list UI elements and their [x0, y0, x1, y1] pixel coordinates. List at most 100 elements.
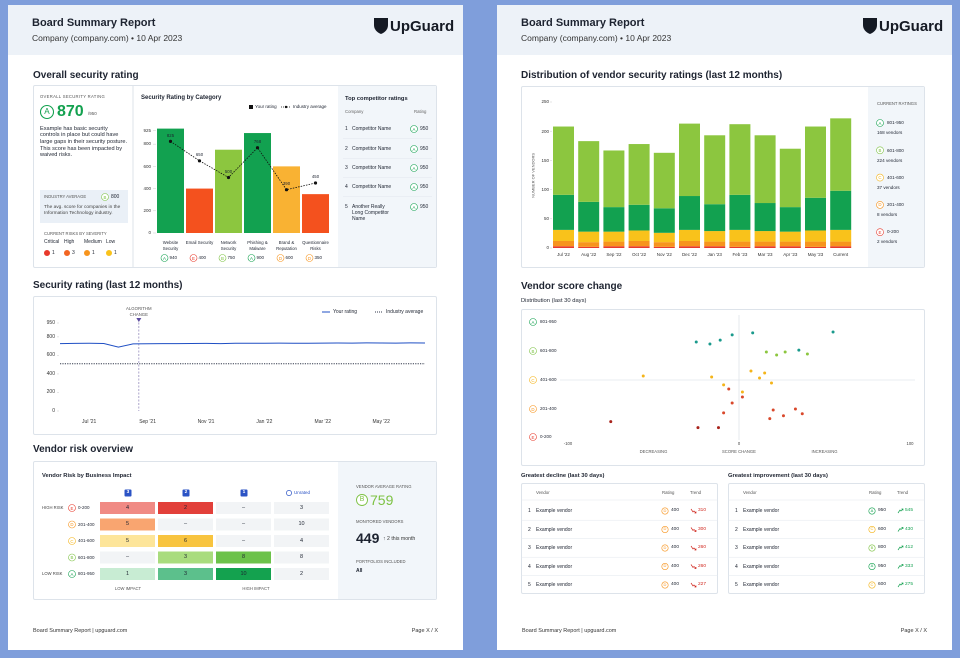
competitor-name: Competitor Name: [352, 184, 392, 190]
severity-name: Low: [106, 239, 116, 245]
y-tick-label: 400: [46, 370, 55, 377]
grade-badge: [247, 254, 256, 262]
risk-range: 401-600: [78, 538, 95, 544]
x-tick-label: Feb '23: [732, 252, 748, 258]
grade-letter: B: [870, 544, 874, 550]
grade-badge: [661, 562, 669, 570]
cell-value: 2: [183, 504, 188, 511]
industry-box: [40, 190, 128, 223]
column-header: Rating: [869, 490, 882, 496]
y-tick-label: 150: [541, 157, 549, 163]
trend-value: 260: [698, 563, 707, 569]
bar-segment: [754, 231, 776, 242]
bar: [244, 133, 271, 233]
section-heading: Distribution of vendor security ratings …: [521, 70, 783, 81]
page-header: [497, 5, 952, 55]
legend-count: 2 vendors: [877, 239, 898, 245]
point: [831, 330, 835, 334]
column-header: Trend: [690, 490, 702, 496]
trend-value: 333: [905, 563, 914, 569]
axis-label: HIGH IMPACT: [242, 586, 270, 592]
cell-value: 10: [240, 570, 247, 577]
bar-segment: [653, 152, 675, 209]
trend-arrow: [897, 545, 904, 551]
y-tick-label: 100: [541, 186, 549, 192]
matrix-cell: [100, 551, 155, 564]
grade-letter: A: [870, 563, 874, 569]
x-tick-label: Questionnaire Risks: [302, 240, 329, 251]
label: VENDOR AVERAGE RATING: [356, 484, 412, 490]
y-tick-label: 600: [46, 352, 55, 359]
bar-segment: [830, 241, 852, 247]
grade-letter: C: [531, 377, 535, 383]
data-label: 825: [166, 132, 175, 138]
grade-letter: A: [44, 107, 50, 117]
matrix-cell: [158, 568, 213, 580]
bar-segment: [603, 246, 625, 248]
matrix-cell: [158, 502, 213, 514]
grade-badge: [305, 254, 314, 262]
grade-letter: C: [878, 175, 882, 181]
x-tick-label: Jan '23: [707, 252, 722, 258]
vendor-score: 950: [878, 563, 887, 569]
cell-value: –: [241, 537, 246, 544]
axis-label: LOW IMPACT: [114, 586, 142, 592]
bar-segment: [830, 190, 852, 230]
point: [722, 411, 726, 415]
point: [775, 353, 779, 357]
point: [694, 340, 698, 344]
rank: 2: [735, 526, 738, 533]
label: MONITORED VENDORS: [356, 519, 404, 525]
grade-letter: D: [663, 544, 667, 550]
bar-segment: [704, 135, 726, 205]
logo-text: UpGuard: [879, 18, 944, 35]
legend-count: 224 vendors: [877, 157, 903, 163]
legend-count: 37 vendors: [877, 184, 900, 190]
point: [797, 348, 801, 352]
grade-letter: A: [412, 146, 416, 152]
legend-label: Your rating: [333, 309, 357, 315]
column-header: 3: [126, 490, 130, 496]
y-tick-label: 950: [46, 320, 55, 326]
point: [800, 412, 804, 416]
bar-segment: [754, 246, 776, 248]
grade-badge: [868, 562, 876, 570]
monitored-count: 449: [356, 529, 380, 546]
grade-letter: D: [307, 255, 312, 261]
panel: [33, 296, 437, 435]
y-tick-label: 200: [143, 208, 151, 214]
rank: 4: [345, 184, 348, 190]
point: [696, 426, 700, 430]
cell-value: –: [241, 504, 246, 511]
x-tick-label: Brand & Reputation: [276, 240, 297, 251]
matrix-cell: [274, 551, 329, 564]
y-tick-label: 0: [148, 230, 151, 236]
category-score: 750: [227, 255, 236, 261]
bar-segment: [754, 203, 776, 232]
y-tick-label: 801-950: [540, 319, 557, 325]
legend-count: 168 vendors: [877, 130, 903, 136]
chart-title: Distribution (last 30 days): [521, 297, 587, 304]
logo-text: UpGuard: [390, 18, 455, 35]
grade-badge: [68, 553, 76, 562]
label: PORTFOLIOS INCLUDED: [356, 559, 406, 565]
data-label: 390: [282, 181, 291, 187]
bar-segment: [830, 246, 852, 248]
grade-badge: [876, 228, 884, 236]
bar-segment: [653, 242, 675, 247]
grade-letter: E: [70, 505, 74, 511]
grade-badge: [876, 119, 884, 127]
industry-line: [170, 141, 316, 191]
bar-segment: [628, 204, 650, 231]
legend-title: CURRENT RATINGS: [877, 101, 917, 107]
bar-segment: [679, 123, 700, 197]
impact-tier-badge: [240, 489, 248, 497]
rank: 3: [735, 545, 738, 551]
point: [771, 408, 775, 412]
bar-segment: [553, 229, 574, 241]
rank: 4: [528, 563, 531, 570]
grade-letter: A: [878, 120, 882, 126]
severity-icon: [84, 250, 90, 256]
bar-segment: [830, 118, 852, 191]
report-title: Board Summary Report: [32, 17, 156, 30]
